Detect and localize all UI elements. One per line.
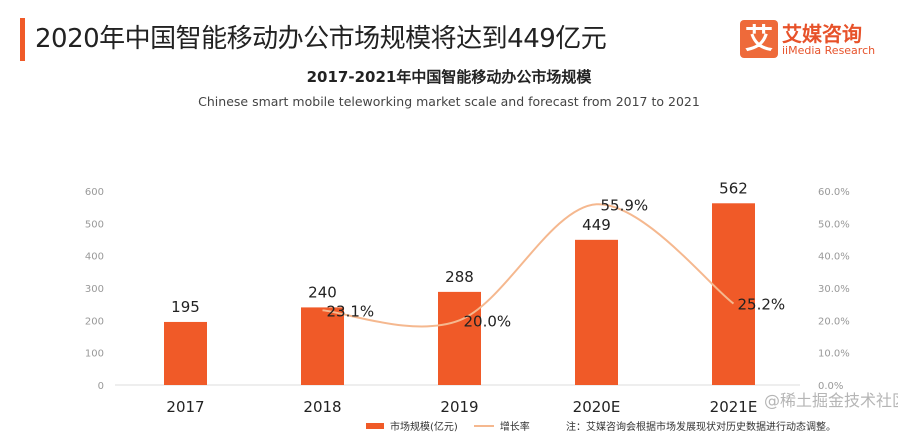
x-tick-label: 2017: [166, 398, 204, 416]
growth-rate-line: [322, 203, 735, 328]
logo-en: iiMedia Research: [782, 44, 876, 57]
y-tick-label: 200: [85, 316, 104, 327]
y2-tick-label: 60.0%: [818, 187, 850, 198]
growth-rate-label: 25.2%: [738, 296, 786, 314]
page-title: 2020年中国智能移动办公市场规模将达到449亿元: [35, 24, 607, 54]
x-tick-label: 2021E: [710, 398, 758, 416]
y-tick-label: 100: [85, 349, 104, 360]
y2-tick-label: 10.0%: [818, 349, 850, 360]
bar-value-label: 195: [171, 298, 200, 316]
chart-subtitle: Chinese smart mobile teleworking market …: [198, 94, 700, 109]
bar-2021E: [712, 203, 755, 385]
bar-2017: [164, 321, 207, 385]
bar-value-label: 288: [445, 268, 474, 286]
x-tick-label: 2018: [303, 398, 341, 416]
watermark: @稀土掘金技术社区: [764, 391, 898, 410]
bar-2018: [301, 307, 344, 385]
growth-rate-label: 23.1%: [327, 302, 375, 320]
legend-bar-label: 市场规模(亿元): [390, 422, 458, 433]
y2-tick-label: 30.0%: [818, 284, 850, 295]
growth-rate-label: 55.9%: [601, 196, 649, 214]
bar-value-label: 240: [308, 283, 337, 301]
legend-line-label: 增长率: [499, 422, 530, 433]
x-tick-label: 2020E: [573, 398, 621, 416]
logo-mark: 艾: [740, 20, 778, 58]
growth-rate-label: 20.0%: [464, 312, 512, 330]
y2-tick-label: 0.0%: [818, 381, 843, 392]
logo-cn: 艾媒咨询: [782, 22, 862, 46]
bar-value-label: 449: [582, 216, 611, 234]
x-tick-label: 2019: [440, 398, 478, 416]
bar-value-label: 562: [719, 179, 748, 197]
y-tick-label: 300: [85, 284, 104, 295]
y2-tick-label: 40.0%: [818, 252, 850, 263]
legend-bar-swatch: [366, 422, 384, 429]
logo: 艾 艾媒咨询 iiMedia Research: [740, 20, 885, 60]
footnote: 注：艾媒咨询会根据市场发展现状对历史数据进行动态调整。: [566, 422, 836, 433]
title-accent-bar: [20, 18, 25, 61]
y-tick-label: 0: [98, 381, 104, 392]
y-tick-label: 600: [85, 187, 104, 198]
chart-title: 2017-2021年中国智能移动办公市场规模: [306, 68, 592, 86]
y-tick-label: 400: [85, 252, 104, 263]
y2-tick-label: 50.0%: [818, 219, 850, 230]
legend: 市场规模(亿元) 增长率: [366, 418, 530, 433]
y-tick-label: 500: [85, 219, 104, 230]
bar-2020E: [575, 239, 618, 385]
legend-line-swatch: [473, 424, 494, 427]
y2-tick-label: 20.0%: [818, 316, 850, 327]
bar-2019: [438, 291, 481, 385]
